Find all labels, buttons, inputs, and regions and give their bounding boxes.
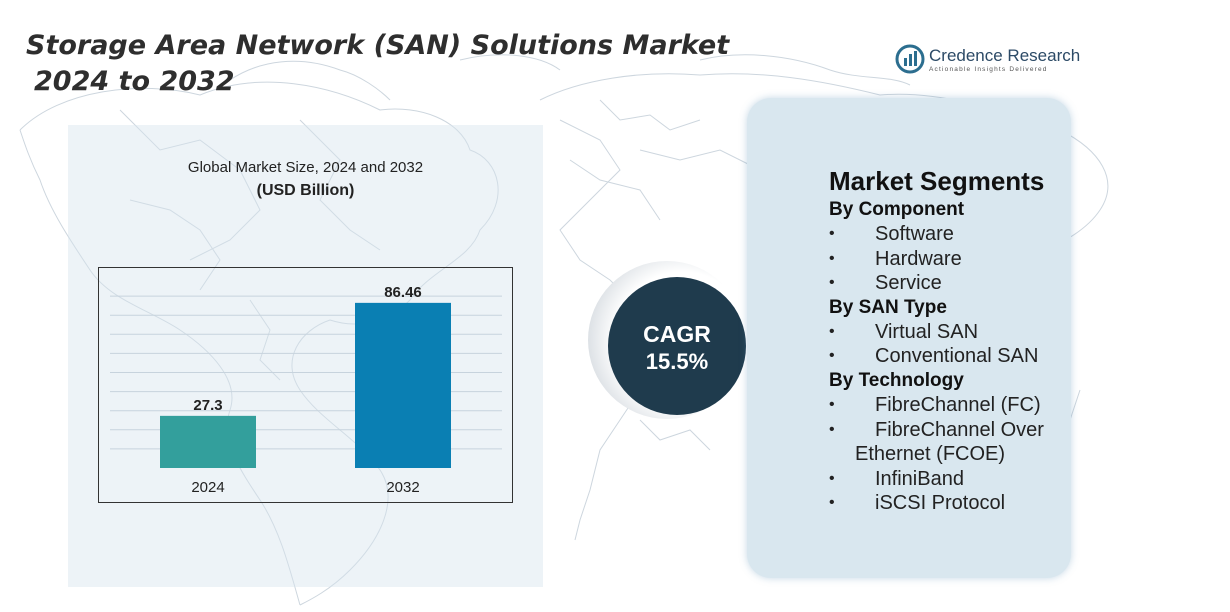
segments-heading: Market Segments — [829, 166, 1045, 196]
segment-list: • Virtual SAN • Conventional SAN — [829, 320, 1069, 369]
data-label-2032: 86.46 — [384, 284, 422, 301]
title-line-2: 2024 to 2032 — [34, 66, 235, 97]
segment-item-label-continued: Ethernet (FCOE) — [855, 443, 1006, 466]
segment-item: • Hardware — [829, 247, 1069, 272]
segments-content: Market Segments By Component • Software •… — [829, 164, 1069, 516]
bullet-icon: • — [829, 420, 835, 438]
chart-frame — [98, 267, 513, 503]
segment-item: • FibreChannel (FC) — [829, 393, 1069, 418]
segment-list: • FibreChannel (FC) • FibreChannel Over Eth… — [829, 393, 1069, 516]
bullet-icon: • — [829, 322, 835, 340]
segment-group-title: By Technology — [829, 369, 964, 391]
segment-item-label: FibreChannel (FC) — [875, 393, 1041, 416]
segment-item-label: iSCSI Protocol — [875, 492, 1006, 515]
chart-unit: (USD Billion) — [256, 182, 355, 199]
title-line-1: Storage Area Network (SAN) Solutions Mar… — [26, 30, 730, 61]
cagr-value: 15.5% — [645, 349, 709, 374]
segment-item-label: InfiniBand — [875, 467, 964, 490]
segment-item-label: Conventional SAN — [875, 345, 1039, 368]
data-label-2024: 27.3 — [193, 397, 222, 414]
x-tick-label-2032: 2032 — [386, 479, 419, 496]
bullet-icon: • — [829, 395, 835, 413]
segment-item: • iSCSI Protocol — [829, 491, 1069, 516]
bar-2032 — [355, 302, 451, 468]
cagr-badge: CAGR 15.5% — [608, 277, 746, 415]
segment-item-label: FibreChannel Over — [875, 418, 1044, 441]
cagr-label: CAGR — [643, 321, 711, 347]
segment-group-title: By Component — [829, 199, 965, 220]
bullet-icon: • — [829, 225, 835, 242]
bullet-icon: • — [829, 494, 835, 512]
segment-item: • InfiniBand — [829, 467, 1069, 492]
segment-item-label: Service — [875, 272, 942, 295]
bullet-icon: • — [829, 249, 835, 267]
logo-name: Credence Research — [929, 46, 1081, 65]
bar-chart-logo-icon — [895, 44, 925, 74]
segment-item-label: Hardware — [875, 247, 962, 270]
page-title: Storage Area Network (SAN) Solutions Mar… — [26, 28, 729, 100]
x-tick-label-2024: 2024 — [191, 479, 224, 496]
market-segments-panel: Market Segments By Component • Software •… — [747, 98, 1071, 578]
segment-list: • Software • Hardware • Service — [829, 222, 1069, 296]
segment-group-title: By SAN Type — [829, 296, 947, 318]
segment-item: • Virtual SAN — [829, 320, 1069, 345]
chart-panel: Global Market Size, 2024 and 2032 (USD B… — [68, 125, 543, 587]
segment-item: • Software — [829, 222, 1069, 247]
chart-subtitle: Global Market Size, 2024 and 2032 — [187, 159, 424, 176]
segment-item-label: Virtual SAN — [875, 320, 979, 343]
segment-item: • FibreChannel Over Ethernet (FCOE) — [829, 418, 1069, 467]
bullet-icon: • — [829, 469, 835, 487]
logo-tagline: Actionable Insights Delivered — [929, 66, 1048, 73]
bullet-icon: • — [829, 274, 835, 292]
segment-item: • Service — [829, 271, 1069, 296]
segment-item: • Conventional SAN — [829, 344, 1069, 369]
bar-2024 — [160, 415, 256, 468]
bullet-icon: • — [829, 347, 835, 365]
segment-item-label: Software — [875, 223, 954, 245]
market-size-bar-chart: 27.3 2024 86.46 2032 — [98, 267, 513, 503]
